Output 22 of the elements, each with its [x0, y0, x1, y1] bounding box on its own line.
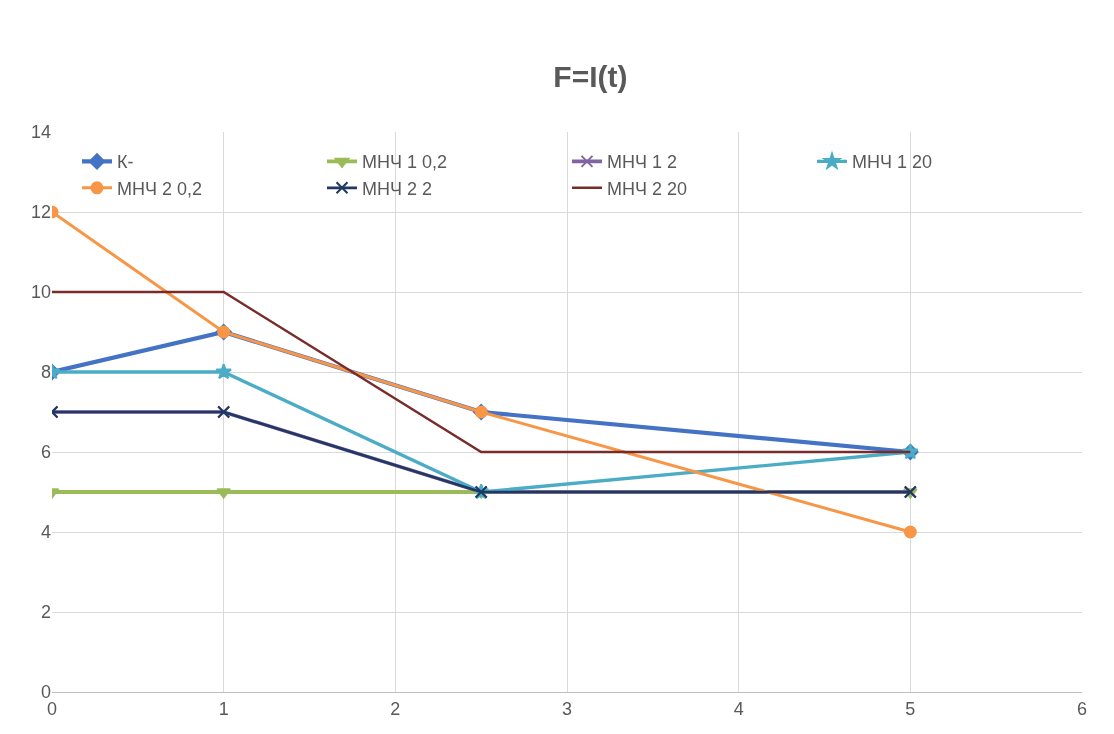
- legend-label: МНЧ 1 0,2: [362, 152, 448, 173]
- y-tick-label: 0: [40, 682, 51, 703]
- x-tick-label: 6: [1076, 698, 1088, 719]
- legend-label: МНЧ 1 20: [852, 152, 933, 173]
- x-tick-label: 2: [390, 698, 401, 719]
- chart-title: F=I(t): [553, 60, 628, 94]
- legend-label: К-: [117, 152, 134, 173]
- legend-label: МНЧ 1 2: [607, 152, 678, 173]
- y-tick-label: 2: [40, 602, 51, 623]
- y-tick-label: 14: [30, 122, 51, 143]
- y-tick-label: 10: [30, 282, 51, 303]
- legend-label: МНЧ 2 0,2: [117, 178, 203, 199]
- y-tick-label: 4: [40, 522, 51, 543]
- y-tick-label: 6: [40, 442, 51, 463]
- y-tick-label: 8: [40, 362, 51, 383]
- y-tick-label: 12: [30, 202, 51, 223]
- legend-label: МНЧ 2 20: [607, 178, 688, 199]
- legend-label: МНЧ 2 2: [362, 178, 433, 199]
- x-tick-label: 1: [218, 698, 229, 719]
- x-tick-label: 5: [905, 698, 916, 719]
- x-tick-label: 3: [561, 698, 573, 719]
- x-tick-label: 4: [733, 698, 744, 719]
